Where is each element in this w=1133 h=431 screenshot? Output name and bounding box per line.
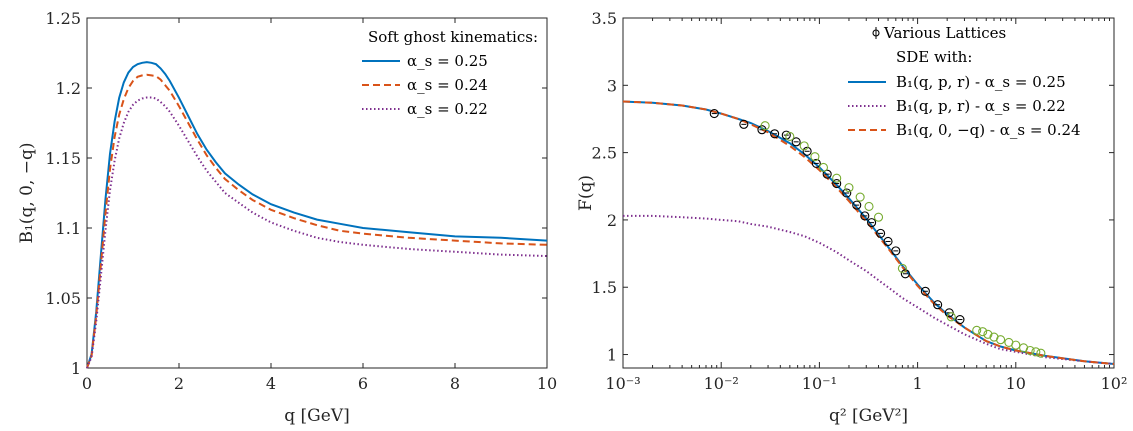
data-point-0 [811,158,821,168]
series-line-2 [622,100,1115,365]
data-point-1 [1036,348,1046,358]
data-point-1 [983,329,993,339]
x-axis-label: q² [GeV²] [829,406,908,426]
data-point-1 [946,312,956,322]
data-point-0 [900,269,910,279]
y-tick-label: 1.25 [45,9,81,28]
data-point-0 [876,228,886,238]
x-tick-label: 2 [174,374,184,393]
data-point-0 [860,211,870,221]
right-plot: 10⁻³ 10⁻² 10⁻¹ 1 10 10² 1 1.5 2 2.5 3 3.5 q² [GeV²] F… [576,9,1127,426]
data-point-1 [818,162,829,172]
data-point-1 [1031,347,1041,357]
x-axis-label: q [GeV] [284,406,349,426]
y-tick-label: 2.5 [592,144,617,163]
y-tick-label: 3 [607,76,617,95]
x-tick-label: 10⁻² [704,374,739,393]
series-line-0 [86,61,548,369]
data-point-0 [933,300,943,310]
x-tick-label: 1 [913,374,923,393]
data-point-0 [883,236,893,247]
y-tick-label: 1 [71,359,81,378]
data-point-1 [978,327,988,337]
data-point-0 [955,314,965,325]
series-line-1 [86,73,548,369]
left-plot: 0 2 4 6 8 10 1 1.05 1.1 1.15 1.2 1.25 q [GeV] B₁(q, 0… [17,9,557,426]
data-point-1 [864,201,874,212]
data-point-1 [972,325,982,335]
y-tick-label: 3.5 [592,9,617,28]
data-point-1 [1025,345,1035,356]
data-point-0 [822,169,832,179]
plot-frame [622,17,1115,369]
x-tick-label: 10⁻³ [605,374,640,393]
x-tick-label: 10⁻¹ [802,374,837,393]
legend-title: Soft ghost kinematics: [368,28,538,46]
legend-label-0: Various Lattices [883,24,1006,42]
data-point-0 [920,286,930,296]
data-point-1 [996,335,1006,345]
series-line-4 [622,100,1115,365]
y-tick-label: 1.2 [56,79,81,98]
y-tick-label: 1.5 [592,278,617,297]
x-tick-label: 0 [82,374,92,393]
data-point-1 [897,263,907,273]
x-tick-label: 10 [537,374,557,393]
data-point-0 [791,137,801,147]
data-point-1 [1011,340,1021,350]
plot-frame [86,17,548,369]
data-point-0 [891,246,901,256]
y-axis-label: B₁(q, 0, −q) [17,142,37,243]
y-tick-label: 2 [607,211,617,230]
data-point-1 [844,183,854,193]
series-line-3 [623,214,1115,365]
data-point-0 [852,200,862,210]
data-point-0 [739,119,749,129]
legend-label-1: B₁(q, p, r) - α_s = 0.25 [896,73,1066,91]
legend-label-3: B₁(q, 0, −q) - α_s = 0.24 [896,121,1081,139]
y-tick-label: 1.1 [56,219,81,238]
series-line-2 [86,96,548,369]
data-point-1 [810,152,820,162]
legend-label-0: α_s = 0.25 [407,52,488,70]
legend-label-1: α_s = 0.24 [407,76,488,94]
x-tick-label: 10² [1101,374,1128,393]
legend-subtitle: SDE with: [896,48,972,66]
data-point-0 [709,109,719,119]
data-point-1 [785,131,795,142]
x-tick-label: 8 [450,374,460,393]
y-axis-label: F(q) [576,175,596,211]
legend-label-2: B₁(q, p, r) - α_s = 0.22 [896,97,1066,115]
x-tick-label: 10 [1006,374,1026,393]
data-point-1 [799,141,809,151]
data-point-1 [855,192,865,202]
data-point-0 [842,188,852,198]
data-point-0 [802,146,812,156]
data-point-0 [867,218,877,228]
x-tick-label: 4 [266,374,276,393]
data-point-1 [832,173,842,183]
legend-label-2: α_s = 0.22 [407,100,488,118]
y-tick-label: 1 [607,346,617,365]
data-point-0 [770,129,780,139]
data-point-1 [760,121,770,131]
data-point-0 [832,179,842,189]
x-tick-label: 6 [358,374,368,393]
y-tick-label: 1.15 [45,149,81,168]
y-tick-label: 1.05 [45,289,81,308]
data-point-1 [873,212,884,222]
